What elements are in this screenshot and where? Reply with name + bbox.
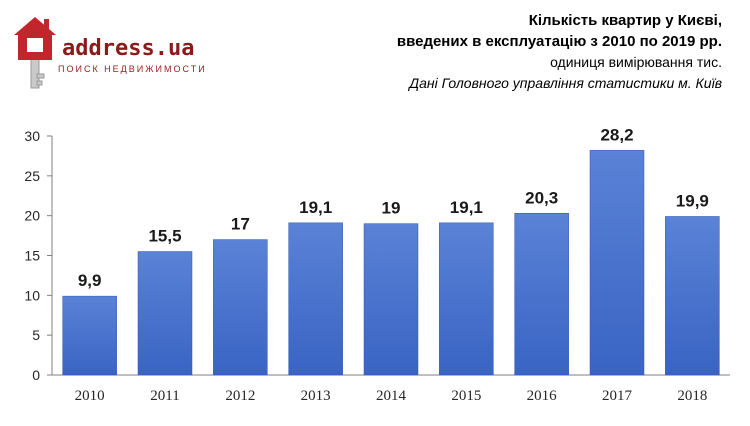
bar-2012 xyxy=(213,239,268,376)
bar-2013 xyxy=(288,222,343,376)
chart-title-line-1: Кількість квартир у Києві, xyxy=(528,12,722,29)
chart-title-block: Кількість квартир у Києві, введених в ек… xyxy=(397,10,722,94)
bar-2018 xyxy=(665,216,720,376)
bar-2014 xyxy=(363,223,419,376)
y-tick-label: 0 xyxy=(32,367,40,383)
y-tick-label: 15 xyxy=(24,248,40,264)
logo-brand: address.ua xyxy=(62,36,195,61)
logo[interactable]: address.ua ПОИСК НЕДВИЖИМОСТИ xyxy=(12,14,205,94)
bar-2010 xyxy=(62,295,117,376)
x-tick-label: 2013 xyxy=(301,388,331,404)
y-tick-label: 30 xyxy=(24,128,40,144)
data-label: 19,9 xyxy=(676,191,709,210)
y-tick-label: 10 xyxy=(24,287,40,303)
x-tick-label: 2016 xyxy=(527,388,558,404)
data-label: 15,5 xyxy=(148,227,181,246)
y-tick-label: 5 xyxy=(32,327,40,343)
x-tick-label: 2017 xyxy=(602,388,633,404)
data-label: 20,3 xyxy=(525,188,558,207)
data-label: 19,1 xyxy=(299,198,332,217)
bars xyxy=(62,150,720,376)
x-tick-label: 2018 xyxy=(677,388,707,404)
chart-title-line-2: введених в експлуатацію з 2010 по 2019 р… xyxy=(396,33,722,50)
x-tick-label: 2014 xyxy=(376,388,407,404)
data-label: 19 xyxy=(382,199,401,218)
house-key-icon xyxy=(14,17,56,89)
y-axis: 0 5 10 15 20 25 30 xyxy=(24,128,53,383)
logo-tagline: ПОИСК НЕДВИЖИМОСТИ xyxy=(58,64,207,74)
y-tick-label: 20 xyxy=(24,208,40,224)
bar-2015 xyxy=(439,222,494,376)
bar-2017 xyxy=(589,150,645,376)
x-tick-label: 2012 xyxy=(225,388,255,404)
chart-source-note: Дані Головного управління статистики м. … xyxy=(409,75,722,91)
y-tick-label: 25 xyxy=(24,168,40,184)
data-label: 17 xyxy=(231,215,250,234)
x-axis: 2010 2011 2012 2013 2014 2015 2016 2017 2018 xyxy=(52,374,730,404)
value-labels: 9,9 15,5 17 19,1 19 19,1 20,3 28,2 19,9 xyxy=(78,125,709,290)
bar-2011 xyxy=(137,251,193,376)
bar-2016 xyxy=(514,213,569,376)
x-tick-label: 2015 xyxy=(451,388,481,404)
data-label: 19,1 xyxy=(450,198,483,217)
data-label: 9,9 xyxy=(78,271,102,290)
x-tick-label: 2011 xyxy=(150,388,179,404)
x-tick-label: 2010 xyxy=(75,388,105,404)
chart-unit-note: одиниця вимірювання тис. xyxy=(550,54,722,70)
data-label: 28,2 xyxy=(600,125,633,144)
